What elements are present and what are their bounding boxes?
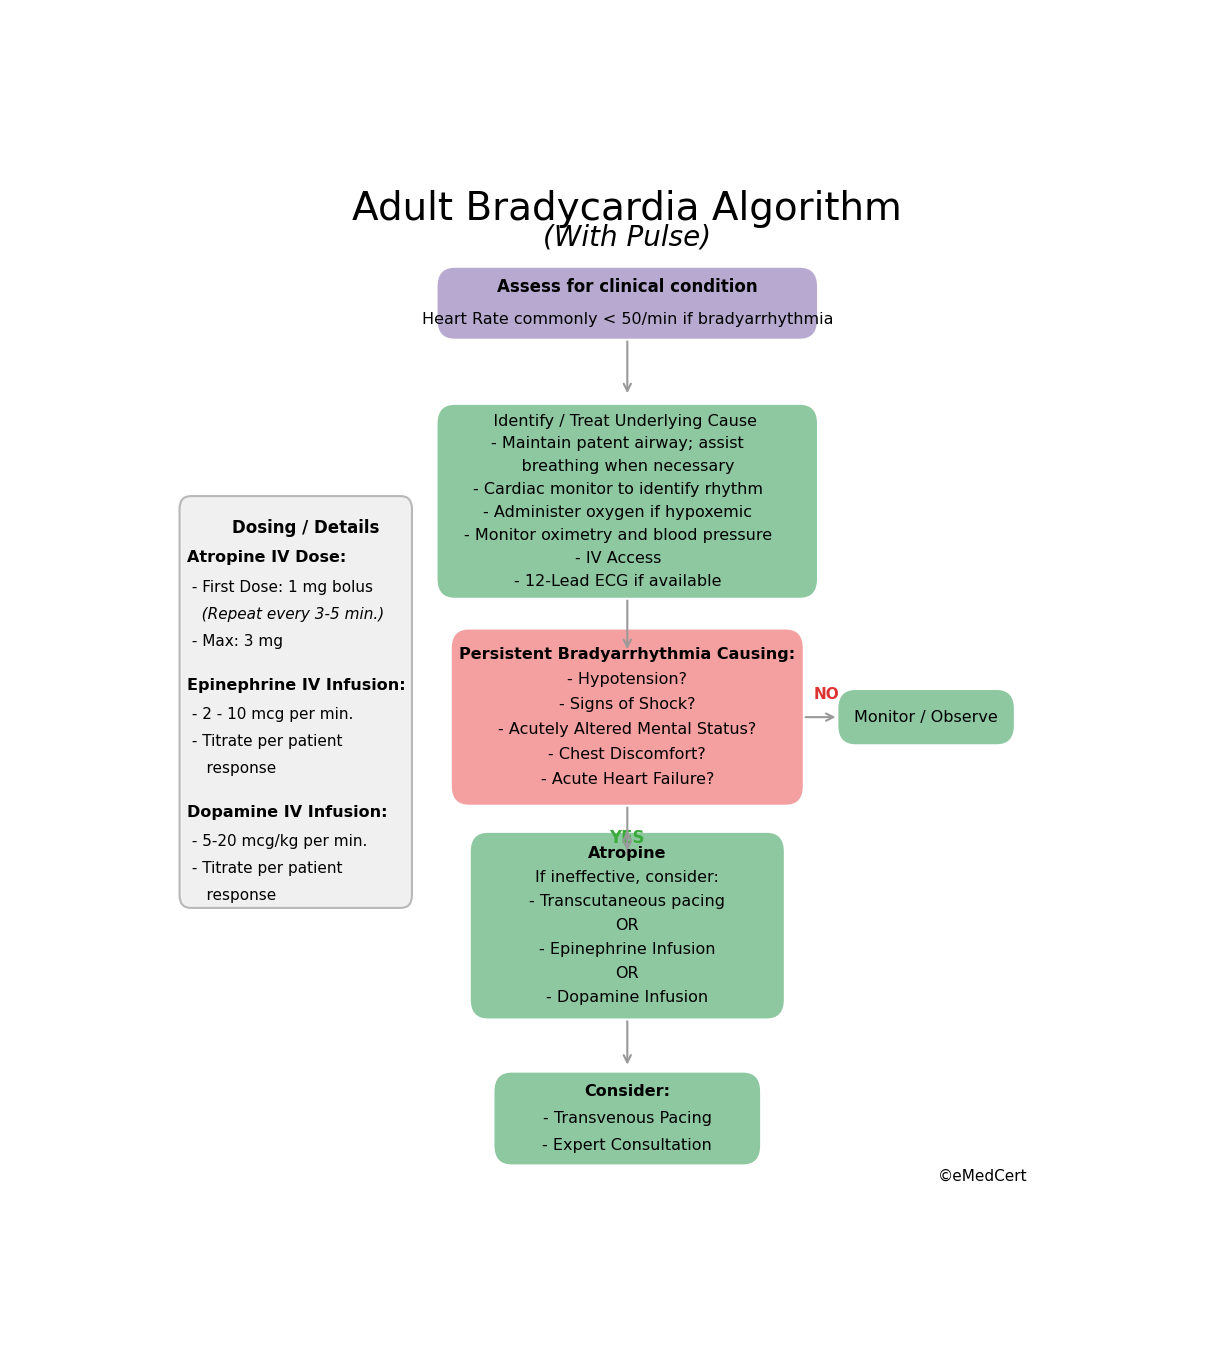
- Text: ©eMedCert: ©eMedCert: [939, 1169, 1028, 1183]
- Text: - Cardiac monitor to identify rhythm: - Cardiac monitor to identify rhythm: [472, 482, 763, 497]
- Text: (Repeat every 3-5 min.): (Repeat every 3-5 min.): [187, 607, 384, 621]
- Text: OR: OR: [616, 918, 639, 933]
- Text: Assess for clinical condition: Assess for clinical condition: [497, 278, 758, 295]
- Text: - Transvenous Pacing: - Transvenous Pacing: [542, 1112, 712, 1127]
- Text: - Monitor oximetry and blood pressure: - Monitor oximetry and blood pressure: [464, 528, 772, 543]
- Text: Dopamine IV Infusion:: Dopamine IV Infusion:: [187, 804, 388, 819]
- Text: YES: YES: [610, 829, 645, 848]
- Text: - Maintain patent airway; assist: - Maintain patent airway; assist: [492, 436, 744, 451]
- Text: Dosing / Details: Dosing / Details: [231, 519, 379, 538]
- FancyBboxPatch shape: [180, 496, 412, 909]
- Text: - 5-20 mcg/kg per min.: - 5-20 mcg/kg per min.: [187, 834, 367, 849]
- Text: breathing when necessary: breathing when necessary: [501, 459, 734, 474]
- Text: - Epinephrine Infusion: - Epinephrine Infusion: [539, 942, 716, 957]
- Text: Persistent Bradyarrhythmia Causing:: Persistent Bradyarrhythmia Causing:: [459, 647, 796, 662]
- Text: Consider:: Consider:: [584, 1085, 671, 1099]
- FancyBboxPatch shape: [838, 691, 1013, 745]
- Text: response: response: [187, 761, 277, 776]
- Text: - Titrate per patient: - Titrate per patient: [187, 861, 343, 876]
- Text: response: response: [187, 888, 277, 903]
- Text: - Titrate per patient: - Titrate per patient: [187, 734, 343, 749]
- Text: - Expert Consultation: - Expert Consultation: [542, 1139, 712, 1154]
- Text: OR: OR: [616, 967, 639, 982]
- Text: - Max: 3 mg: - Max: 3 mg: [187, 634, 283, 649]
- Text: Monitor / Observe: Monitor / Observe: [854, 709, 998, 724]
- Text: - 12-Lead ECG if available: - 12-Lead ECG if available: [514, 574, 722, 589]
- Text: (With Pulse): (With Pulse): [543, 223, 711, 252]
- Text: - Acute Heart Failure?: - Acute Heart Failure?: [541, 772, 714, 787]
- Text: Heart Rate commonly < 50/min if bradyarrhythmia: Heart Rate commonly < 50/min if bradyarr…: [421, 313, 834, 328]
- FancyBboxPatch shape: [438, 405, 818, 597]
- Text: Adult Bradycardia Algorithm: Adult Bradycardia Algorithm: [353, 191, 902, 229]
- Text: - Transcutaneous pacing: - Transcutaneous pacing: [529, 894, 726, 909]
- FancyBboxPatch shape: [471, 833, 783, 1018]
- Text: - Acutely Altered Mental Status?: - Acutely Altered Mental Status?: [498, 722, 756, 737]
- Text: - Hypotension?: - Hypotension?: [567, 672, 688, 686]
- Text: If ineffective, consider:: If ineffective, consider:: [535, 871, 720, 886]
- Text: - Chest Discomfort?: - Chest Discomfort?: [548, 747, 706, 762]
- Text: Epinephrine IV Infusion:: Epinephrine IV Infusion:: [187, 677, 406, 692]
- FancyBboxPatch shape: [452, 630, 803, 804]
- Text: - Dopamine Infusion: - Dopamine Infusion: [546, 990, 709, 1005]
- FancyBboxPatch shape: [438, 268, 818, 338]
- Text: NO: NO: [814, 686, 840, 701]
- Text: Identify / Treat Underlying Cause: Identify / Treat Underlying Cause: [479, 413, 758, 428]
- Text: - Administer oxygen if hypoxemic: - Administer oxygen if hypoxemic: [483, 505, 753, 520]
- FancyBboxPatch shape: [494, 1072, 760, 1164]
- Text: - Signs of Shock?: - Signs of Shock?: [559, 697, 695, 712]
- Text: - 2 - 10 mcg per min.: - 2 - 10 mcg per min.: [187, 707, 354, 722]
- Text: - IV Access: - IV Access: [574, 551, 661, 566]
- Text: Atropine IV Dose:: Atropine IV Dose:: [187, 550, 346, 566]
- Text: - First Dose: 1 mg bolus: - First Dose: 1 mg bolus: [187, 580, 373, 594]
- Text: Atropine: Atropine: [588, 846, 667, 861]
